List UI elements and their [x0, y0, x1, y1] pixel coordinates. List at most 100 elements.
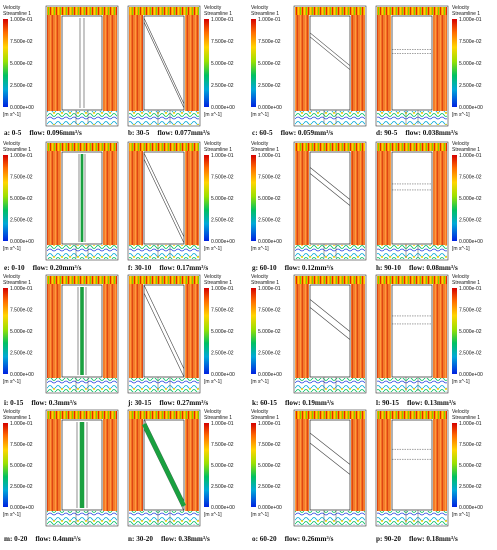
flow-domain: [293, 409, 367, 527]
panel-label: h: 90-10: [376, 264, 401, 272]
legend-tick-label: 1.000e-01: [10, 286, 33, 292]
bottom-vortex-streamlines: [47, 378, 117, 392]
legend-tick-label: 5.000e-02: [211, 329, 234, 335]
panel-label: i: 0-15: [4, 399, 24, 407]
legend-tick-label: 0.000e+00: [211, 372, 235, 378]
panel-flow: flow: 0.096mm³/s: [29, 129, 82, 137]
legend-tick-label: 0.000e+00: [10, 105, 34, 111]
legend-color-bar: [204, 288, 209, 374]
legend-title: Velocity: [452, 274, 470, 280]
legend-tick-label: 2.500e-02: [10, 484, 33, 490]
legend-tick-label: 5.000e-02: [459, 463, 482, 469]
left-wall-streamlines: [47, 14, 61, 112]
legend-tick-label: 5.000e-02: [459, 329, 482, 335]
legend-subtitle: Streamline 1: [3, 11, 31, 17]
right-wall-streamlines: [185, 150, 199, 246]
legend-tick-label: 5.000e-02: [10, 61, 33, 67]
legend-tick-label: 1.000e-01: [459, 153, 482, 159]
legend-color-bar: [452, 19, 457, 107]
panel-flow: flow: 0.18mm³/s: [409, 535, 458, 543]
legend-color-bar: [204, 155, 209, 241]
bottom-vortex-streamlines: [295, 511, 365, 525]
left-wall-streamlines: [129, 14, 143, 112]
legend-tick-label: 2.500e-02: [459, 484, 482, 490]
legend-tick-label: 5.000e-02: [10, 463, 33, 469]
legend-tick-label: 1.000e-01: [211, 17, 234, 23]
panel-label: a: 0-5: [4, 129, 22, 137]
legend-tick-label: 2.500e-02: [10, 83, 33, 89]
right-wall-streamlines: [351, 418, 365, 512]
top-streamlines: [47, 411, 117, 419]
panel-flow: flow: 0.059mm³/s: [281, 129, 334, 137]
right-wall-streamlines: [433, 283, 447, 379]
legend-tick-label: 7.500e-02: [211, 442, 234, 448]
legend-unit: [m s^-1]: [452, 112, 470, 118]
fracture-edge: [309, 307, 351, 340]
fracture-edge: [143, 17, 185, 105]
legend-tick-label: 7.500e-02: [258, 308, 281, 314]
legend-color-bar: [3, 19, 8, 107]
flow-domain: [45, 274, 119, 394]
inner-cavity: [309, 151, 351, 245]
legend-title: Velocity: [251, 409, 269, 415]
left-wall-streamlines: [295, 418, 309, 512]
panel-label: c: 60-5: [252, 129, 273, 137]
right-wall-streamlines: [185, 283, 199, 379]
fracture-edge: [309, 36, 351, 70]
legend-tick-label: 7.500e-02: [258, 39, 281, 45]
legend-tick-label: 1.000e-01: [258, 17, 281, 23]
flow-domain: [375, 141, 449, 261]
left-wall-streamlines: [377, 150, 391, 246]
top-streamlines: [295, 411, 365, 419]
legend-subtitle: Streamline 1: [204, 11, 232, 17]
legend-tick-label: 1.000e-01: [258, 421, 281, 427]
panel-caption: m: 0-20 flow: 0.4mm³/s: [4, 535, 81, 543]
panel-label: d: 90-5: [376, 129, 398, 137]
legend-title: Velocity: [3, 141, 21, 147]
bottom-vortex-streamlines: [129, 511, 199, 525]
legend-tick-label: 0.000e+00: [258, 239, 282, 245]
legend-title: Velocity: [251, 5, 269, 11]
inner-cavity: [391, 15, 433, 111]
inner-cavity: [391, 419, 433, 511]
legend-color-bar: [452, 288, 457, 374]
fracture-edge: [143, 21, 185, 109]
legend-tick-label: 0.000e+00: [211, 105, 235, 111]
panel-flow: flow: 0.08mm³/s: [409, 264, 458, 272]
legend-color-bar: [204, 19, 209, 107]
panel-label: m: 0-20: [4, 535, 28, 543]
legend-tick-label: 0.000e+00: [211, 505, 235, 511]
legend-subtitle: Streamline 1: [204, 280, 232, 286]
inner-cavity: [391, 284, 433, 378]
panel-caption: h: 90-10 flow: 0.08mm³/s: [376, 264, 458, 272]
legend-tick-label: 2.500e-02: [211, 351, 234, 357]
left-wall-streamlines: [295, 283, 309, 379]
fracture-edge: [143, 152, 185, 238]
legend-tick-label: 2.500e-02: [258, 83, 281, 89]
bottom-vortex-streamlines: [377, 511, 447, 525]
right-wall-streamlines: [351, 14, 365, 112]
legend-color-bar: [3, 155, 8, 241]
bottom-vortex-streamlines: [47, 111, 117, 125]
left-wall-streamlines: [47, 418, 61, 512]
bottom-vortex-streamlines: [295, 378, 365, 392]
inner-cavity: [143, 284, 185, 378]
legend-tick-label: 5.000e-02: [258, 463, 281, 469]
legend-title: Velocity: [3, 274, 21, 280]
legend-unit: [m s^-1]: [452, 246, 470, 252]
top-streamlines: [295, 276, 365, 284]
legend-subtitle: Streamline 1: [3, 415, 31, 421]
legend-title: Velocity: [251, 141, 269, 147]
legend-tick-label: 1.000e-01: [211, 421, 234, 427]
legend-tick-label: 1.000e-01: [258, 153, 281, 159]
legend-tick-label: 1.000e-01: [10, 17, 33, 23]
